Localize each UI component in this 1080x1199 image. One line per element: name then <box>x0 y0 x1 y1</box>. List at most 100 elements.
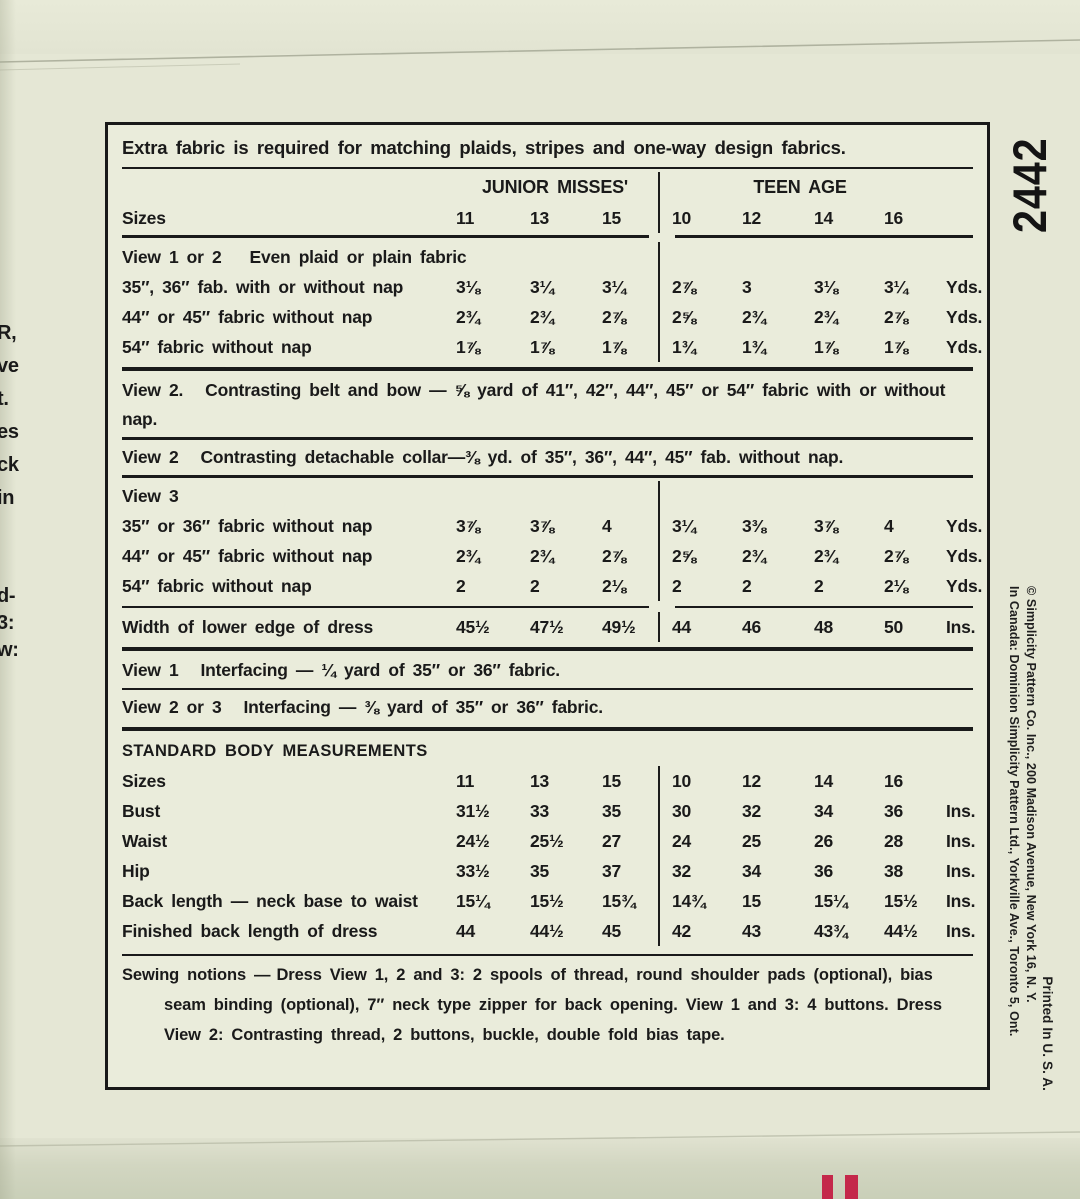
measure-cell: 44½ <box>884 921 918 941</box>
yardage-cell: 1⅞ <box>884 337 908 357</box>
unit-cell: Ins. <box>946 891 976 911</box>
margin-text-fragment: 3: <box>0 612 15 634</box>
table-row: 54″ fabric without nap 1⅞ 1⅞ 1⅞ 1¾ 1¾ 1⅞… <box>122 332 982 362</box>
teen-age-header: TEEN AGE <box>658 172 940 203</box>
divider <box>122 727 973 731</box>
view-3-title-row: View 3 <box>122 481 973 511</box>
divider-split <box>122 235 973 238</box>
measure-cell: 44½ <box>530 921 564 941</box>
yardage-cell: 3⅞ <box>530 516 554 536</box>
measure-cell: 26 <box>814 831 834 851</box>
yardage-cell: 2 <box>742 576 752 596</box>
measure-cell: 24 <box>658 826 738 856</box>
yardage-cell: 2 <box>456 576 466 596</box>
measure-cell: 15¼ <box>814 891 848 911</box>
size-cell: 14 <box>814 208 834 228</box>
yardage-cell: 2¾ <box>742 546 766 566</box>
row-label: 54″ fabric without nap <box>122 337 312 357</box>
row-label: Bust <box>122 801 161 821</box>
view-2-or-3-interfacing-title: View 2 or 3 <box>122 697 222 717</box>
unit-cell <box>940 203 973 233</box>
size-cell: 12 <box>742 771 762 791</box>
size-cell: 15 <box>602 771 622 791</box>
measurement-row: Hip 33½ 35 37 32 34 36 38 Ins. <box>122 856 976 886</box>
copyright-line: © Simplicity Pattern Co. Inc., 200 Madis… <box>1024 586 1038 1003</box>
table-row: 35″, 36″ fab. with or without nap 3⅛ 3¼ … <box>122 272 982 302</box>
measure-cell: 36 <box>884 801 904 821</box>
table-row: 35″ or 36″ fabric without nap 3⅞ 3⅞ 4 3¼… <box>122 511 982 541</box>
yardage-cell: 2⅝ <box>658 541 738 571</box>
yardage-cell: 2⅞ <box>658 272 738 302</box>
measure-cell: 44 <box>456 921 476 941</box>
measure-cell: 14¾ <box>658 886 738 916</box>
measure-cell: 38 <box>884 861 904 881</box>
yardage-cell: 2¾ <box>742 307 766 327</box>
row-label: 54″ fabric without nap <box>122 576 312 596</box>
measure-cell: 45 <box>602 921 622 941</box>
size-cell: 10 <box>658 203 738 233</box>
paper-fold-area <box>0 0 1080 54</box>
yardage-cell: 2⅞ <box>884 546 908 566</box>
divider <box>122 167 973 169</box>
view-2-or-3-interfacing-text: Interfacing — ⅜ yard of 35″ or 36″ fabri… <box>243 697 603 717</box>
width-cell: 46 <box>742 617 762 637</box>
view-2-collar-title: View 2 <box>122 447 179 467</box>
table-row: 54″ fabric without nap 2 2 2⅛ 2 2 2 2⅛ Y… <box>122 571 982 601</box>
view-2-belt-text: Contrasting belt and bow — ⅝ yard of 41″… <box>122 380 946 429</box>
yardage-cell: 1⅞ <box>530 337 554 357</box>
measure-cell: 37 <box>602 861 622 881</box>
yardage-cell: 2⅝ <box>658 302 738 332</box>
width-cell: 50 <box>884 617 904 637</box>
size-cell: 12 <box>742 208 762 228</box>
row-label: Hip <box>122 861 150 881</box>
measure-cell: 36 <box>814 861 834 881</box>
yardage-cell: 2¾ <box>456 546 480 566</box>
measure-cell: 15¾ <box>602 891 636 911</box>
measure-cell: 25½ <box>530 831 564 851</box>
yardage-cell: 4 <box>884 516 894 536</box>
yardage-cell: 3¼ <box>884 277 908 297</box>
yardage-cell: 1⅞ <box>602 337 626 357</box>
yardage-cell: 3⅛ <box>456 277 480 297</box>
measurement-row: Finished back length of dress 44 44½ 45 … <box>122 916 976 946</box>
yardage-cell: 2 <box>658 571 738 601</box>
unit-cell: Ins. <box>946 921 976 941</box>
measure-cell: 15 <box>742 891 762 911</box>
sizes-label: Sizes <box>122 208 166 228</box>
divider-split <box>122 606 973 608</box>
unit-cell: Ins. <box>946 617 976 637</box>
junior-misses-header: JUNIOR MISSES' <box>481 177 629 197</box>
sewing-notions: Sewing notions — Dress View 1, 2 and 3: 2… <box>122 960 973 1050</box>
yardage-cell: 3⅛ <box>814 277 838 297</box>
measure-cell: 33½ <box>456 861 490 881</box>
view-1-or-2-subtitle: Even plaid or plain fabric <box>249 247 467 267</box>
yardage-cell: 4 <box>602 516 612 536</box>
yardage-cell: 2¾ <box>456 307 480 327</box>
yardage-cell: 2⅞ <box>602 546 626 566</box>
divider <box>122 367 973 371</box>
red-print-mark <box>822 1175 833 1199</box>
sizes-header-row: Sizes 11 13 15 10 12 14 16 <box>122 203 973 233</box>
yardage-cell: 2¾ <box>530 546 554 566</box>
measurement-row: Bust 31½ 33 35 30 32 34 36 Ins. <box>122 796 976 826</box>
canada-line: In Canada: Dominion Simplicity Pattern L… <box>1007 586 1021 1037</box>
view-2-collar-text: Contrasting detachable collar—⅜ yd. of 3… <box>200 447 844 467</box>
column-divider <box>658 481 940 511</box>
size-cell: 16 <box>884 208 904 228</box>
yardage-cell: 3⅞ <box>814 516 838 536</box>
measurement-row: Back length — neck base to waist 15¼ 15½… <box>122 886 976 916</box>
view-2-belt-title: View 2. <box>122 380 184 400</box>
width-cell: 48 <box>814 617 834 637</box>
yardage-chart: Extra fabric is required for matching pl… <box>105 122 990 1090</box>
row-label: Finished back length of dress <box>122 921 378 941</box>
yardage-cell: 3¼ <box>602 277 626 297</box>
unit-cell: Yds. <box>946 546 983 566</box>
yardage-cell: 2⅛ <box>602 576 626 596</box>
measure-cell: 15½ <box>530 891 564 911</box>
section-title: View 1 or 2 Even plaid or plain fabric <box>122 242 658 272</box>
extra-fabric-note: Extra fabric is required for matching pl… <box>122 137 846 158</box>
divider <box>122 688 973 690</box>
measure-cell: 33 <box>530 801 550 821</box>
paper-bottom-edge <box>0 1138 1080 1199</box>
